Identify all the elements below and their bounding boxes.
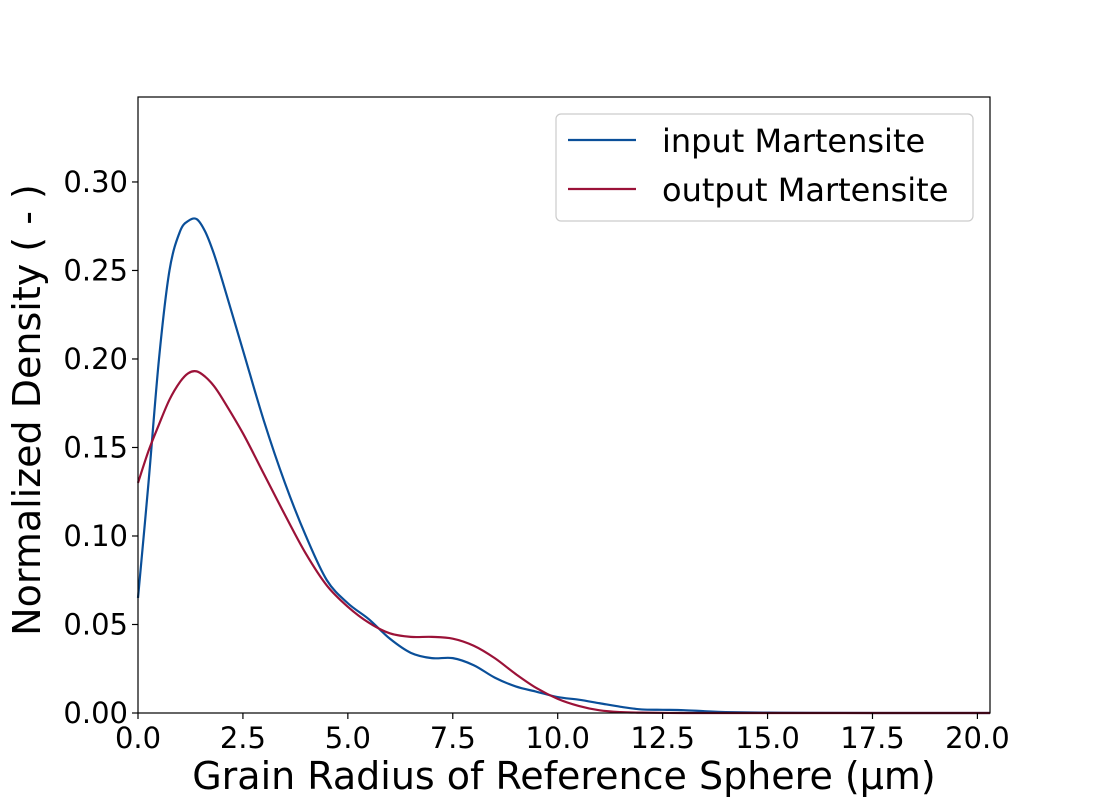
x-tick-label: 20.0 — [945, 721, 1010, 755]
legend-label-output: output Martensite — [662, 171, 948, 209]
y-tick-label: 0.15 — [63, 430, 128, 464]
x-tick-label: 5.0 — [325, 721, 371, 755]
legend-label-input: input Martensite — [662, 122, 925, 160]
x-tick-label: 10.0 — [525, 721, 590, 755]
x-tick-label: 2.5 — [220, 721, 266, 755]
x-tick-label: 12.5 — [630, 721, 695, 755]
plot-lines — [136, 217, 991, 715]
legend-box — [555, 113, 974, 222]
x-tick-label: 7.5 — [430, 721, 476, 755]
y-tick-label: 0.25 — [63, 253, 128, 287]
y-axis-ticks: 0.00 0.05 0.10 0.15 0.20 0.25 0.30 — [63, 165, 138, 730]
legend: input Martensite output Martensite — [555, 113, 974, 222]
y-tick-label: 0.30 — [63, 165, 128, 199]
plot-frame — [137, 96, 991, 714]
y-axis-title: Normalized Density ( - ) — [5, 184, 49, 636]
x-tick-label: 15.0 — [735, 721, 800, 755]
y-tick-label: 0.00 — [63, 696, 128, 730]
x-tick-label: 17.5 — [840, 721, 905, 755]
x-axis-title: Grain Radius of Reference Sphere (μm) — [192, 754, 936, 798]
series-line-input — [136, 217, 991, 715]
y-tick-label: 0.20 — [63, 342, 128, 376]
x-tick-label: 0.0 — [115, 721, 161, 755]
series-line-output — [136, 370, 990, 715]
x-axis-ticks: 0.0 2.5 5.0 7.5 10.0 12.5 15.0 17.5 20.0 — [115, 713, 1010, 755]
y-tick-label: 0.05 — [63, 607, 128, 641]
y-tick-label: 0.10 — [63, 519, 128, 553]
